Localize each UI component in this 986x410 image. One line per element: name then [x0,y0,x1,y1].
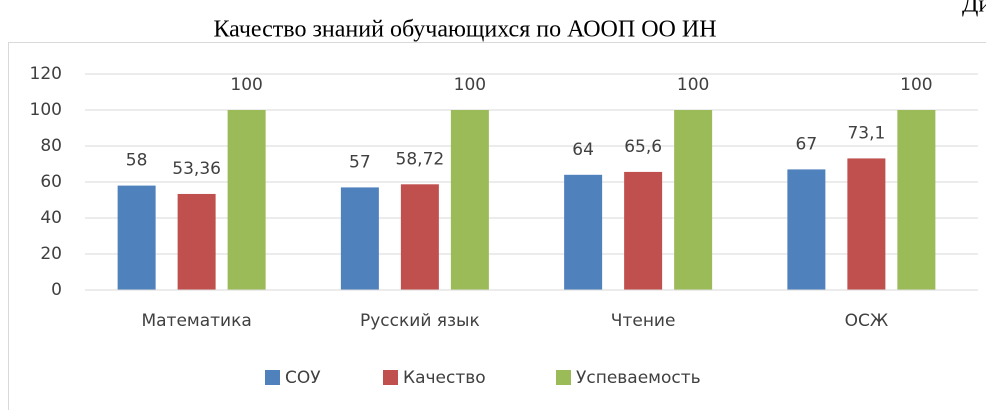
bar [400,184,439,290]
data-label: 65,6 [624,137,662,157]
bar [847,158,886,290]
y-tick-label: 60 [40,172,62,192]
data-label: 100 [677,75,709,95]
data-label: 67 [796,134,818,154]
bar [564,174,603,290]
chart-title: Качество знаний обучающихся по АООП ОО И… [213,17,716,43]
data-label: 53,36 [172,159,221,179]
data-label: 64 [572,140,594,160]
data-label: 58 [126,151,148,171]
bar [227,110,266,290]
bar [897,110,936,290]
y-tick-label: 100 [30,100,62,120]
bar [674,110,713,290]
legend-swatch [383,370,398,385]
data-label: 57 [349,152,371,172]
bar [117,185,156,290]
annotation: Ди [962,0,986,18]
y-tick-label: 20 [40,244,62,264]
y-tick-label: 80 [40,136,62,156]
data-label: 100 [230,75,262,95]
legend-swatch [556,370,571,385]
bar [450,110,489,290]
legend-label: СОУ [285,368,321,388]
y-tick-label: 40 [40,208,62,228]
bar [340,187,379,290]
legend-swatch [265,370,280,385]
legend-label: Успеваемость [576,368,701,388]
data-label: 73,1 [847,123,885,143]
x-tick-label: Чтение [611,311,676,331]
bar [177,193,216,290]
data-label: 58,72 [396,149,445,169]
x-tick-label: Русский язык [360,311,480,331]
x-tick-label: Математика [141,311,251,331]
bar [624,171,663,290]
y-tick-label: 0 [51,280,62,300]
x-tick-label: ОСЖ [845,311,889,331]
data-label: 100 [454,75,486,95]
bar [787,169,826,290]
y-tick-label: 120 [30,64,62,84]
data-label: 100 [900,75,932,95]
legend-label: Качество [403,368,486,388]
